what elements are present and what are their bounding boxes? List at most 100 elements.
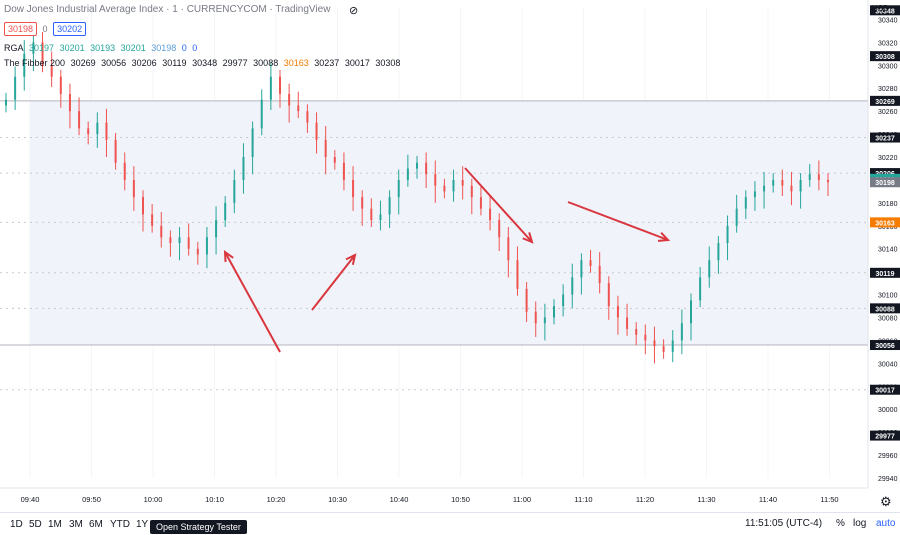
gear-icon[interactable]: ⚙ — [880, 494, 892, 509]
y-tick-label: 30100 — [878, 293, 898, 300]
timeframe-5d[interactable]: 5D — [29, 519, 42, 530]
fibber-value: 30308 — [375, 58, 401, 68]
bid-box[interactable]: 30198 — [4, 22, 38, 36]
candle-body — [790, 185, 793, 192]
candle-body — [260, 99, 263, 129]
candle-body — [644, 334, 647, 341]
annotation-arrow — [223, 249, 281, 353]
candle-body — [352, 179, 355, 198]
fibber-value: 30163 — [283, 58, 309, 68]
candle-body — [772, 179, 775, 186]
candle-body — [781, 179, 784, 186]
candle-body — [580, 260, 583, 278]
time-axis: 09:40 09:50 10:00 10:10 10:20 10:30 10:40 10:50… — [21, 495, 839, 504]
candle-body — [379, 214, 382, 221]
y-tick-label: 30140 — [878, 247, 898, 254]
candle-body — [397, 179, 400, 198]
candle-body — [196, 248, 199, 255]
timeframe-6m[interactable]: 6M — [89, 519, 103, 530]
y-tick-label: 30000 — [878, 407, 898, 414]
chart-title: Dow Jones Industrial Average Index · 1 ·… — [4, 4, 331, 15]
ask-box[interactable]: 30202 — [53, 22, 87, 36]
candle-body — [96, 122, 99, 135]
rga-value: 30198 — [151, 43, 177, 53]
candle-body — [507, 237, 510, 261]
candle-body — [14, 76, 17, 100]
timeframe-1y[interactable]: 1Y — [136, 519, 149, 530]
x-tick-label: 10:30 — [328, 495, 347, 504]
candle-body — [333, 157, 336, 163]
auto-toggle[interactable]: auto — [876, 518, 896, 529]
log-toggle[interactable]: log — [853, 518, 867, 529]
candle-body — [105, 122, 108, 140]
rga-value: 30201 — [59, 43, 85, 53]
candle-body — [187, 237, 190, 249]
candle-body — [169, 237, 172, 243]
eye-off-icon[interactable]: ⊘ — [349, 5, 359, 17]
price-axis: 3034030320303003028030260302403022030200… — [878, 17, 898, 483]
candle-body — [215, 220, 218, 238]
candle-body — [59, 76, 62, 94]
price-label-box — [870, 51, 900, 62]
price-label-text: 29977 — [875, 434, 895, 441]
candle-series — [5, 32, 829, 364]
price-chart[interactable]: 3034030320303003028030260302403022030200… — [0, 0, 900, 512]
fibber-value: 30269 — [70, 58, 96, 68]
candle-body — [242, 157, 245, 180]
candle-body — [297, 105, 300, 112]
candle-body — [205, 237, 208, 255]
percent-toggle[interactable]: % — [836, 518, 845, 529]
candle-body — [342, 162, 345, 180]
price-labels: 3034830308302693023730206302013019830163… — [870, 5, 900, 441]
candle-body — [708, 260, 711, 278]
candle-body — [160, 225, 163, 238]
fibber-bands — [0, 100, 868, 391]
candle-body — [744, 197, 747, 209]
y-tick-label: 30040 — [878, 361, 898, 368]
candle-body — [5, 99, 7, 106]
timeframe-3m[interactable]: 3M — [69, 519, 83, 530]
price-label-text: 30269 — [875, 99, 895, 106]
timeframe-1d[interactable]: 1D — [10, 519, 23, 530]
candle-body — [178, 237, 181, 243]
y-tick-label: 30180 — [878, 201, 898, 208]
rga-value: 30201 — [120, 43, 146, 53]
price-label-box — [870, 340, 900, 351]
price-label-box — [870, 177, 900, 188]
annotation-arrow — [567, 201, 671, 242]
timeframe-1m[interactable]: 1M — [48, 519, 62, 530]
candle-body — [817, 174, 820, 180]
currency-label: USD — [872, 4, 889, 13]
price-label-box — [870, 384, 900, 395]
annotation-arrows — [223, 167, 671, 353]
rga-legend: RGA 30197 30201 30193 30201 30198 0 0 — [4, 43, 200, 53]
x-tick-label: 10:20 — [267, 495, 286, 504]
candle-body — [753, 191, 756, 198]
candle-body — [589, 260, 592, 266]
y-tick-label: 30080 — [878, 316, 898, 323]
x-tick-label: 11:00 — [513, 495, 531, 504]
timeframe-ytd[interactable]: YTD — [110, 519, 130, 530]
x-tick-label: 10:50 — [451, 495, 470, 504]
candle-body — [151, 214, 154, 226]
candle-body — [653, 340, 656, 347]
candle-body — [598, 265, 601, 284]
candle-body — [680, 323, 683, 341]
price-label-text: 30198 — [875, 180, 895, 187]
x-tick-label: 10:40 — [390, 495, 409, 504]
candle-body — [808, 174, 811, 180]
candle-body — [616, 306, 619, 318]
candle-body — [690, 300, 692, 324]
candle-body — [525, 288, 528, 312]
candle-body — [671, 340, 674, 352]
quote-row: 30198 0 30202 — [4, 22, 89, 36]
candle-body — [626, 317, 629, 329]
y-tick-label: 30220 — [878, 155, 898, 162]
price-label-text: 30348 — [875, 8, 895, 15]
x-tick-label: 09:50 — [82, 495, 101, 504]
clock[interactable]: 11:51:05 (UTC-4) — [745, 518, 823, 529]
fibber-value: 30348 — [192, 58, 218, 68]
candle-body — [68, 93, 71, 112]
bottom-toolbar: 1D 5D 1M 3M 6M YTD 1Y 11:51:05 (UTC-4) %… — [0, 512, 900, 535]
rga-label: RGA — [4, 43, 24, 53]
